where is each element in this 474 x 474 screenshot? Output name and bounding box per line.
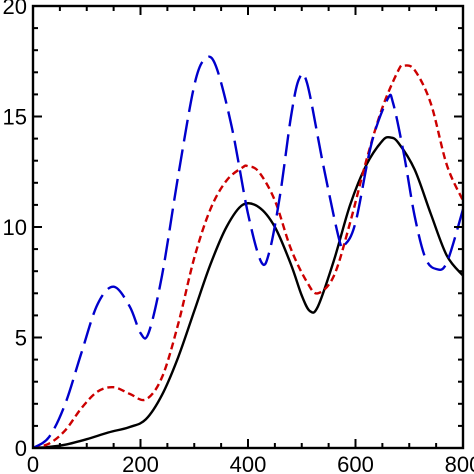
x-tick-label: 800 [445,452,474,474]
y-tick-label: 20 [3,0,27,19]
plot-frame [31,4,465,450]
series-layer [33,55,463,448]
x-tick-label: 200 [122,452,159,474]
y-tick-label: 15 [3,105,27,130]
y-tick-label: 5 [15,326,27,351]
x-tick-label: 600 [337,452,374,474]
x-tick-label: 400 [230,452,267,474]
axis-layer: 0 200 400 600 800 0 5 10 15 20 [3,0,474,474]
series-solid-line [33,135,463,448]
y-tick-label: 10 [3,215,27,240]
series-short-dash-line [33,64,463,448]
series-long-dash-line [33,55,463,448]
y-tick-label: 0 [15,436,27,461]
x-tick-label: 0 [27,452,39,474]
